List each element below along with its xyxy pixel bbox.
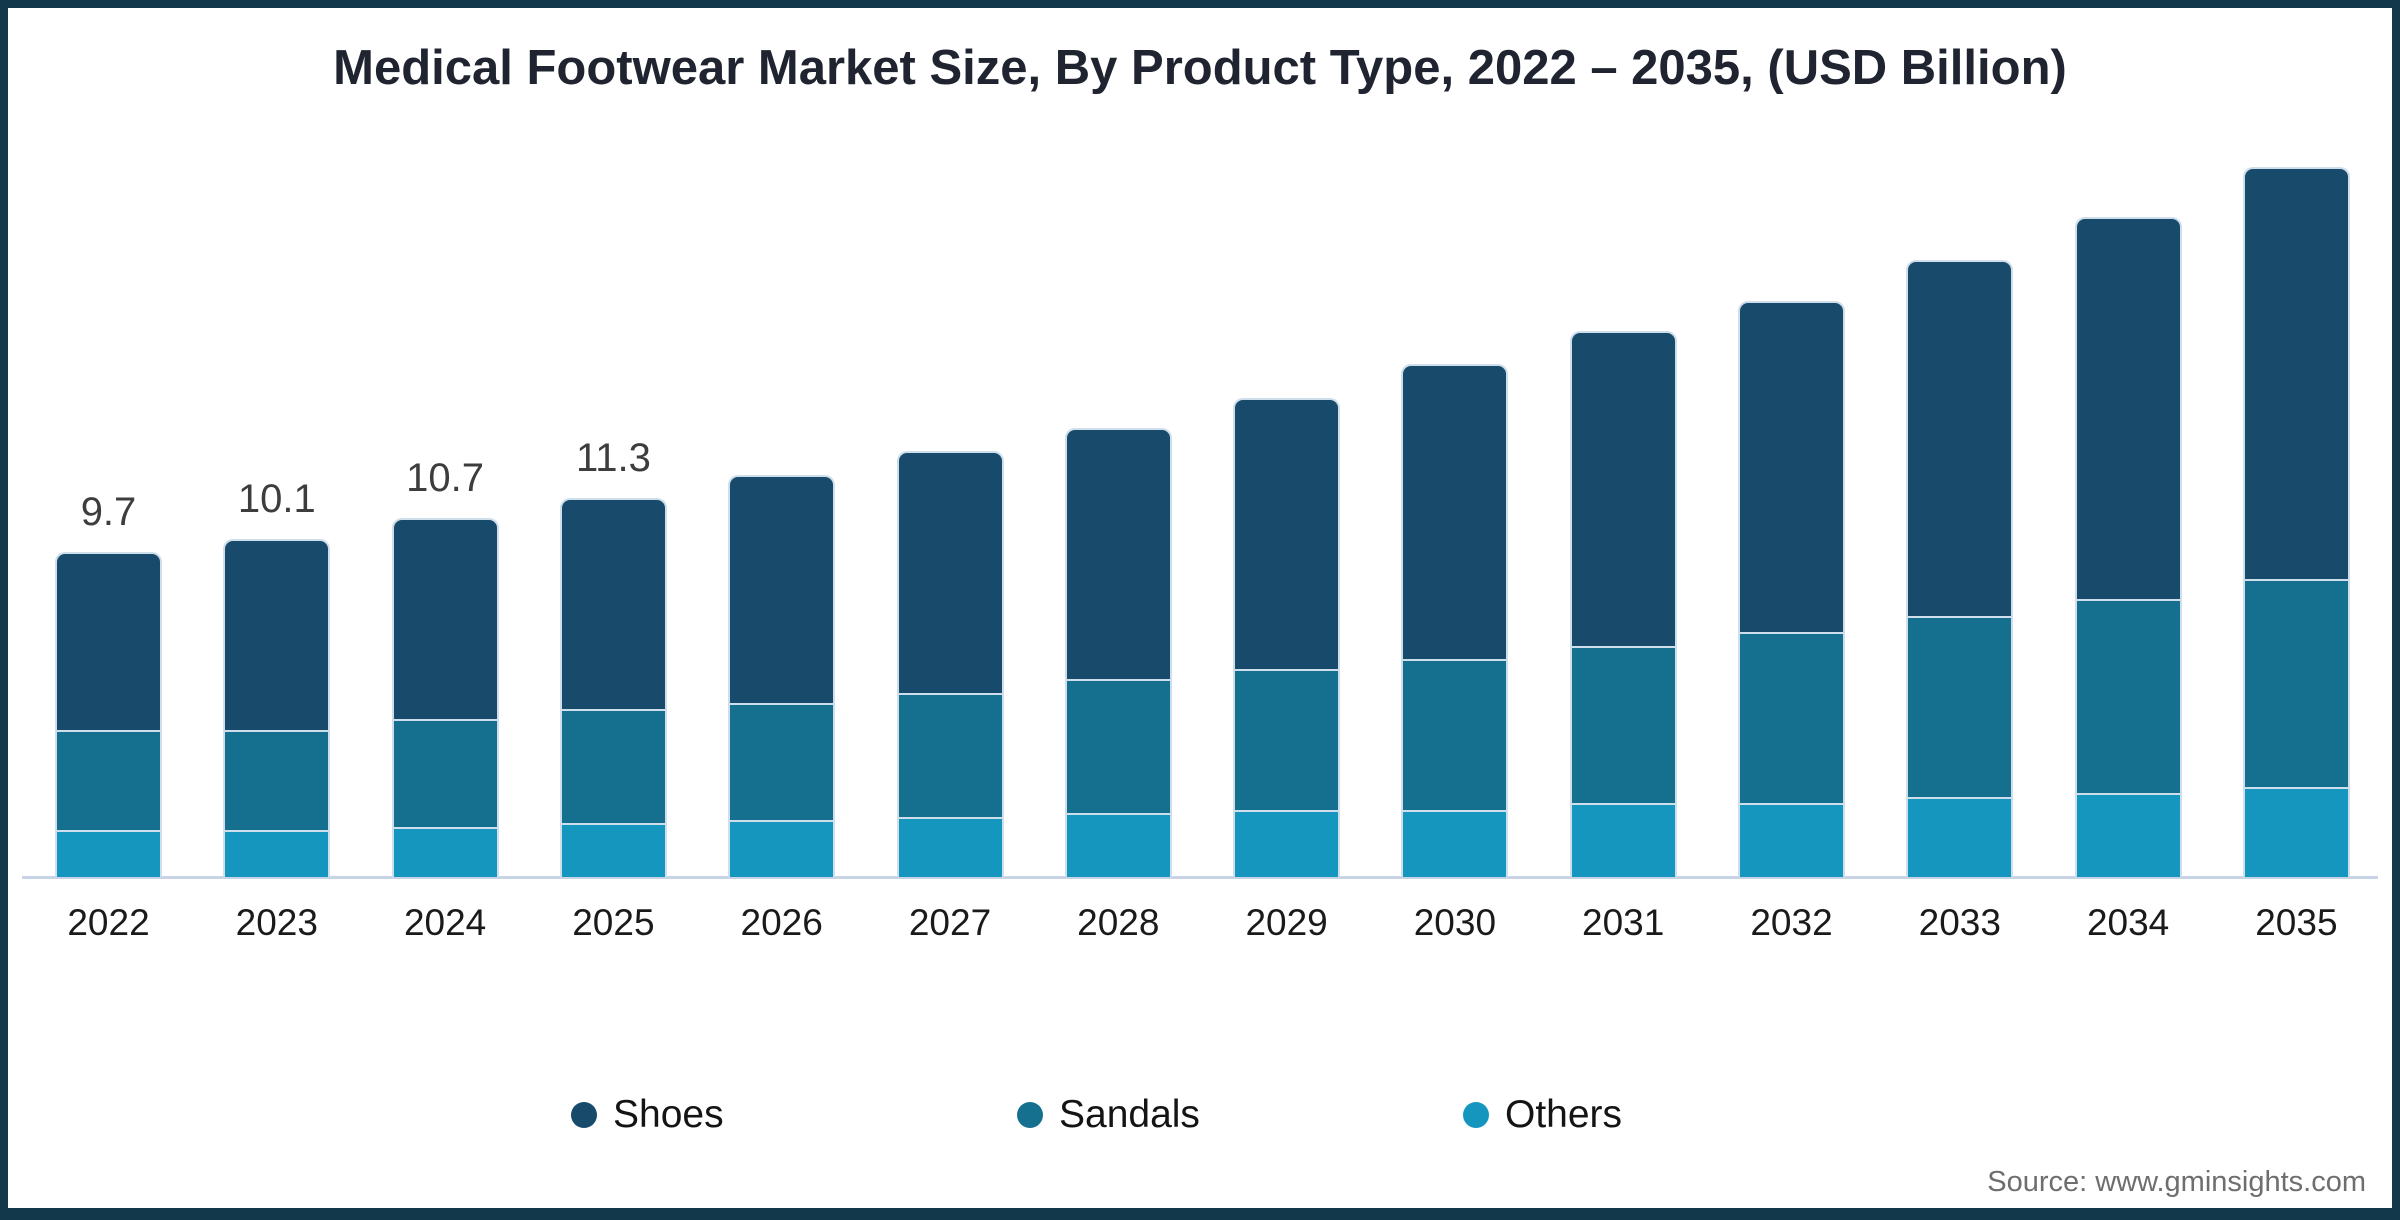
bar-2027: [896, 451, 1004, 877]
bar-segment-others-2030: [1401, 809, 1509, 877]
bar-segment-shoes-2034: [2074, 216, 2182, 599]
legend-dot-sandals: [1017, 1102, 1043, 1128]
bar-segment-others-2028: [1064, 813, 1172, 877]
x-axis-label-2032: 2032: [1750, 902, 1833, 943]
bar-segment-sandals-2023: [223, 729, 331, 831]
x-axis-label-2024: 2024: [403, 902, 487, 943]
bar-2030: [1401, 364, 1509, 877]
x-axis-label-2034: 2034: [2086, 902, 2170, 943]
bar-value-label-2025: 11.3: [575, 436, 651, 481]
x-axis-line: [22, 876, 2378, 879]
bar-segment-sandals-2030: [1401, 659, 1509, 810]
bar-segment-sandals-2024: [391, 719, 499, 827]
bar-segment-sandals-2032: [1738, 632, 1845, 804]
x-axis-label-2026: 2026: [740, 902, 823, 943]
bar-segment-sandals-2025: [559, 709, 667, 824]
bar-2026: [728, 474, 836, 877]
bar-segment-sandals-2031: [1569, 645, 1677, 804]
bar-segment-shoes-2029: [1233, 397, 1341, 670]
bar-segment-shoes-2033: [1906, 260, 2014, 616]
bar-2025: [559, 498, 667, 877]
bar-2028: [1064, 427, 1172, 877]
x-axis-label-2027: 2027: [908, 902, 992, 943]
legend-label-sandals: Sandals: [1059, 1093, 1200, 1136]
legend-dot-shoes: [571, 1102, 597, 1128]
bar-value-label-2022: 9.7: [80, 489, 137, 534]
bar-2034: [2074, 216, 2182, 877]
bar-2024: [391, 518, 499, 877]
bar-2022: [55, 551, 162, 877]
bar-segment-others-2027: [896, 816, 1004, 877]
x-axis-label-2033: 2033: [1918, 902, 2001, 943]
bar-2032: [1738, 300, 1845, 877]
bar-segment-shoes-2035: [2242, 166, 2350, 579]
bar-segment-others-2029: [1233, 809, 1341, 877]
bar-segment-shoes-2024: [391, 518, 499, 720]
bar-segment-shoes-2025: [559, 498, 667, 710]
bar-segment-shoes-2023: [223, 538, 331, 730]
bar-segment-others-2031: [1569, 803, 1677, 877]
bar-segment-sandals-2034: [2074, 598, 2182, 794]
bar-segment-others-2026: [728, 820, 836, 877]
bar-segment-others-2033: [1906, 796, 2014, 877]
legend: Shoes Sandals Others: [0, 1090, 2400, 1140]
chart-title: Medical Footwear Market Size, By Product…: [333, 41, 2067, 95]
bar-segment-shoes-2027: [896, 451, 1004, 693]
x-axis-label-2030: 2030: [1413, 902, 1497, 943]
bar-2029: [1233, 397, 1341, 877]
legend-label-others: Others: [1505, 1093, 1623, 1136]
legend-dot-others: [1463, 1102, 1489, 1128]
x-axis-label-2022: 2022: [67, 902, 150, 943]
bar-segment-sandals-2027: [896, 692, 1004, 817]
bar-segment-sandals-2022: [55, 729, 162, 831]
x-axis-label-2031: 2031: [1582, 902, 1665, 943]
bar-segment-others-2035: [2242, 786, 2350, 877]
bar-segment-sandals-2035: [2242, 578, 2350, 787]
source-attribution: Source: www.gminsights.com: [1987, 1166, 2366, 1198]
bar-segment-others-2032: [1738, 803, 1845, 877]
bar-2031: [1569, 330, 1677, 877]
x-axis-label-2035: 2035: [2255, 902, 2338, 943]
x-axis-label-2023: 2023: [235, 902, 318, 943]
bar-segment-shoes-2026: [728, 474, 836, 703]
bar-segment-shoes-2031: [1569, 330, 1677, 646]
bar-segment-shoes-2028: [1064, 427, 1172, 680]
legend-item-sandals: Sandals: [1017, 1090, 1200, 1140]
legend-item-others: Others: [1463, 1090, 1622, 1140]
legend-item-shoes: Shoes: [571, 1090, 724, 1140]
bar-2035: [2242, 166, 2350, 877]
bar-segment-shoes-2030: [1401, 364, 1509, 660]
bar-segment-sandals-2026: [728, 702, 836, 821]
bar-segment-shoes-2032: [1738, 300, 1845, 633]
bar-segment-others-2023: [223, 830, 331, 877]
bar-segment-others-2024: [391, 826, 499, 877]
bar-value-label-2023: 10.1: [237, 476, 316, 521]
bar-segment-sandals-2029: [1233, 669, 1341, 810]
bar-segment-sandals-2033: [1906, 615, 2014, 797]
bar-segment-sandals-2028: [1064, 679, 1172, 814]
x-axis-label-2028: 2028: [1077, 902, 1160, 943]
bar-2033: [1906, 260, 2014, 877]
legend-label-shoes: Shoes: [613, 1093, 724, 1136]
bar-segment-others-2022: [55, 830, 162, 877]
bar-segment-others-2034: [2074, 793, 2182, 877]
bar-value-label-2024: 10.7: [406, 456, 485, 501]
bar-segment-shoes-2022: [55, 551, 162, 730]
x-axis-label-2029: 2029: [1245, 902, 1328, 943]
bar-2023: [223, 538, 331, 877]
bar-segment-others-2025: [559, 823, 667, 877]
x-axis-label-2025: 2025: [572, 902, 655, 943]
